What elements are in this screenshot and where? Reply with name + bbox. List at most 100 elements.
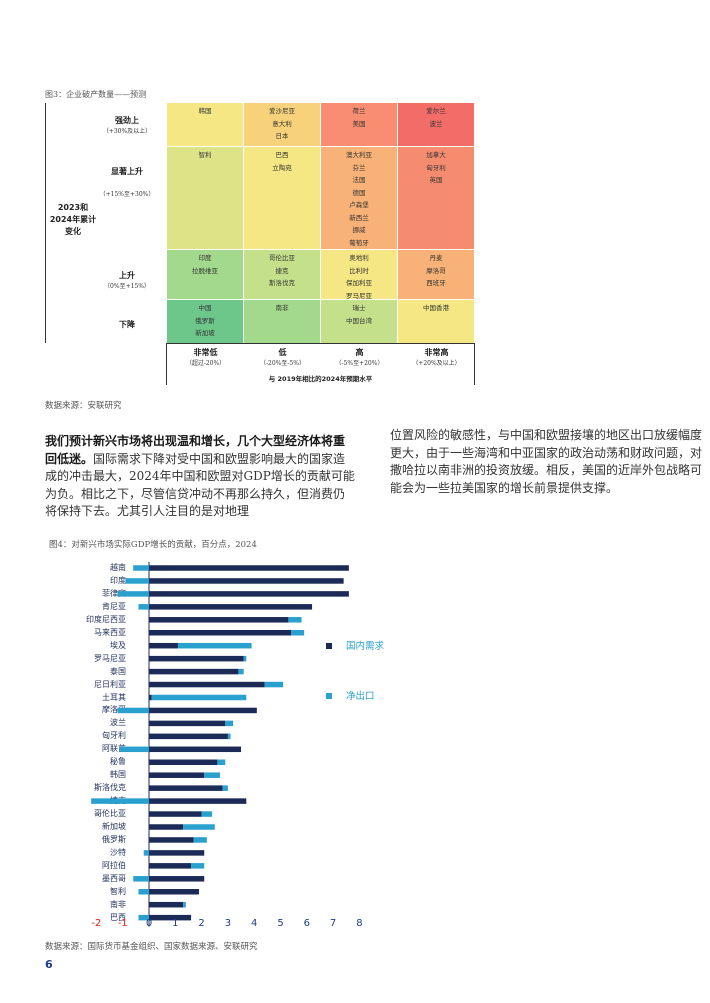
net-exports-bar (183, 824, 215, 830)
net-exports-bar (177, 642, 252, 649)
net-exports-bar (117, 591, 149, 597)
x-tick-label: 0 (145, 918, 153, 929)
domestic-demand-bar (149, 681, 265, 688)
body-right-paragraph: 位置风险的敏感性，与中国和欧盟接壤的地区出口放缓幅度更大，由于一些海湾和中亚国家… (390, 428, 703, 495)
matrix-cell-country: 哥伦比亚 (269, 254, 295, 262)
legend-swatch-net-exports (326, 693, 332, 699)
lead-sentence: 我们预计新兴市场将出现温和增长，几个大型经济体将重回低迷。 (45, 434, 346, 466)
x-tick-label: 6 (303, 918, 310, 929)
matrix-cell-country: 日本 (275, 132, 289, 140)
domestic-demand-bar (149, 850, 205, 856)
category-label: 越南 (110, 563, 126, 572)
matrix-cell: 瑞士 中国台湾 (321, 300, 397, 343)
x-axis-ticks: -2 -1 0 1 2 3 4 5 6 7 8 (0, 0, 710, 929)
category-label: 摩洛哥 (102, 705, 126, 715)
domestic-demand-bar (149, 772, 205, 778)
matrix-cell-country: 澳大利亚 (346, 151, 372, 159)
x-tick-label: 8 (356, 918, 363, 929)
domestic-demand-bar (149, 863, 192, 869)
matrix-cell: 印度 拉脱维亚 (167, 250, 243, 299)
matrix-cell-country: 西班牙 (426, 279, 446, 287)
net-exports-bar (217, 759, 226, 765)
domestic-demand-bar (149, 746, 242, 753)
domestic-demand-bar (149, 642, 178, 649)
domestic-demand-bar (149, 759, 218, 765)
matrix-cell-country: 荷兰 (352, 107, 366, 115)
matrix-cell-country: 中国香港 (423, 304, 449, 312)
row-label: 强劲上 (115, 116, 139, 125)
domestic-demand-bar (149, 876, 205, 882)
net-exports-bar (143, 850, 149, 856)
figure3-source: 数据来源：安联研究 (45, 401, 122, 411)
domestic-demand-bar (149, 837, 194, 843)
matrix-cell-country: 美国 (352, 119, 366, 128)
category-label: 波兰 (110, 718, 126, 728)
matrix-x-axis-label: 与 2019年相比的2024年预期水平 (268, 375, 373, 383)
row-label: 上升 (119, 271, 135, 280)
matrix-cell: 荷兰 美国 (321, 103, 397, 146)
matrix-cell-country: 中国 (198, 304, 212, 312)
domestic-demand-bar (149, 668, 239, 675)
net-exports-bar (91, 798, 149, 804)
matrix-cell-country: 俄罗斯 (195, 316, 215, 325)
matrix-cell-country: 新西兰 (349, 213, 369, 222)
matrix-cell-country: 意大利 (272, 119, 292, 128)
category-label: 沙特 (110, 847, 126, 857)
figure4-source: 数据来源：国际货币基金组织、国家数据来源、安联研究 (45, 942, 258, 952)
category-label: 罗马尼亚 (94, 653, 126, 663)
net-exports-bar (264, 681, 284, 688)
net-exports-bar (238, 668, 244, 675)
matrix-cell: 澳大利亚芬兰法国德国卢森堡新西兰挪威葡萄牙瑞典 (321, 147, 397, 259)
domestic-demand-bar (149, 617, 289, 623)
insolvency-forecast-matrix: 2023和 2024年累计 变化 强劲上 （+30%及以上） 显著上升 （+15… (45, 103, 475, 385)
row-sub: （0%至+15%） (104, 283, 150, 290)
figure4-title: 图4：对新兴市场实际GDP增长的贡献，百分点，2024 (49, 540, 257, 550)
domestic-demand-bar (149, 914, 192, 921)
domestic-demand-bar (149, 578, 344, 584)
matrix-cell: 中国香港 (398, 300, 474, 343)
matrix-cell-country: 芬兰 (352, 163, 366, 172)
category-label: 印度 (110, 575, 126, 585)
category-label: 泰国 (110, 666, 126, 676)
domestic-demand-bar (149, 889, 199, 895)
row-label-strong: 强劲上 （+30%及以上） (92, 108, 162, 137)
x-tick-label: -1 (117, 918, 128, 929)
matrix-cell-country: 南非 (275, 304, 289, 312)
net-exports-bar (225, 720, 234, 727)
domestic-demand-bar (149, 733, 228, 740)
left-label-line: 2024年累计 (49, 215, 97, 224)
matrix-cell-country: 匈牙利 (426, 163, 446, 172)
matrix-cell: 南非 (244, 300, 320, 343)
matrix-cell-country: 中国台湾 (346, 316, 372, 325)
domestic-demand-bar (149, 630, 292, 636)
x-tick-label: 1 (172, 918, 179, 929)
x-tick-label: 5 (277, 918, 284, 929)
matrix-cell-country: 法国 (352, 176, 366, 184)
net-exports-bar (204, 772, 221, 778)
matrix-cell-country: 德国 (352, 188, 366, 197)
x-tick-label: 3 (224, 918, 232, 929)
net-exports-bar (133, 876, 149, 882)
matrix-cell-country: 加拿大 (426, 151, 446, 159)
domestic-demand-bar (149, 811, 202, 817)
legend-swatch-domestic (326, 643, 332, 649)
category-label: 韩国 (110, 770, 126, 780)
legend-label-net-exports: 净出口 (346, 691, 375, 702)
matrix-cell: 巴西 立陶宛 (244, 147, 320, 249)
matrix-cell: 中国 俄罗斯 新加坡 (167, 300, 243, 343)
net-exports-bar (288, 617, 302, 623)
matrix-cell-country: 印度 (198, 254, 212, 262)
domestic-demand-bar (149, 655, 244, 662)
row-label: 显著上升 (111, 167, 143, 176)
domestic-demand-bar (149, 604, 313, 610)
matrix-bottom-axis (166, 343, 475, 344)
net-exports-bar (117, 707, 149, 714)
category-label: 巴西 (110, 912, 126, 922)
category-label: 马来西亚 (94, 627, 126, 637)
legend-label-domestic: 国内需求 (346, 641, 385, 652)
net-exports-bar (227, 733, 231, 740)
net-exports-bar (183, 901, 186, 908)
x-tick-label: -2 (91, 918, 102, 929)
left-label-line: 变化 (65, 227, 81, 236)
